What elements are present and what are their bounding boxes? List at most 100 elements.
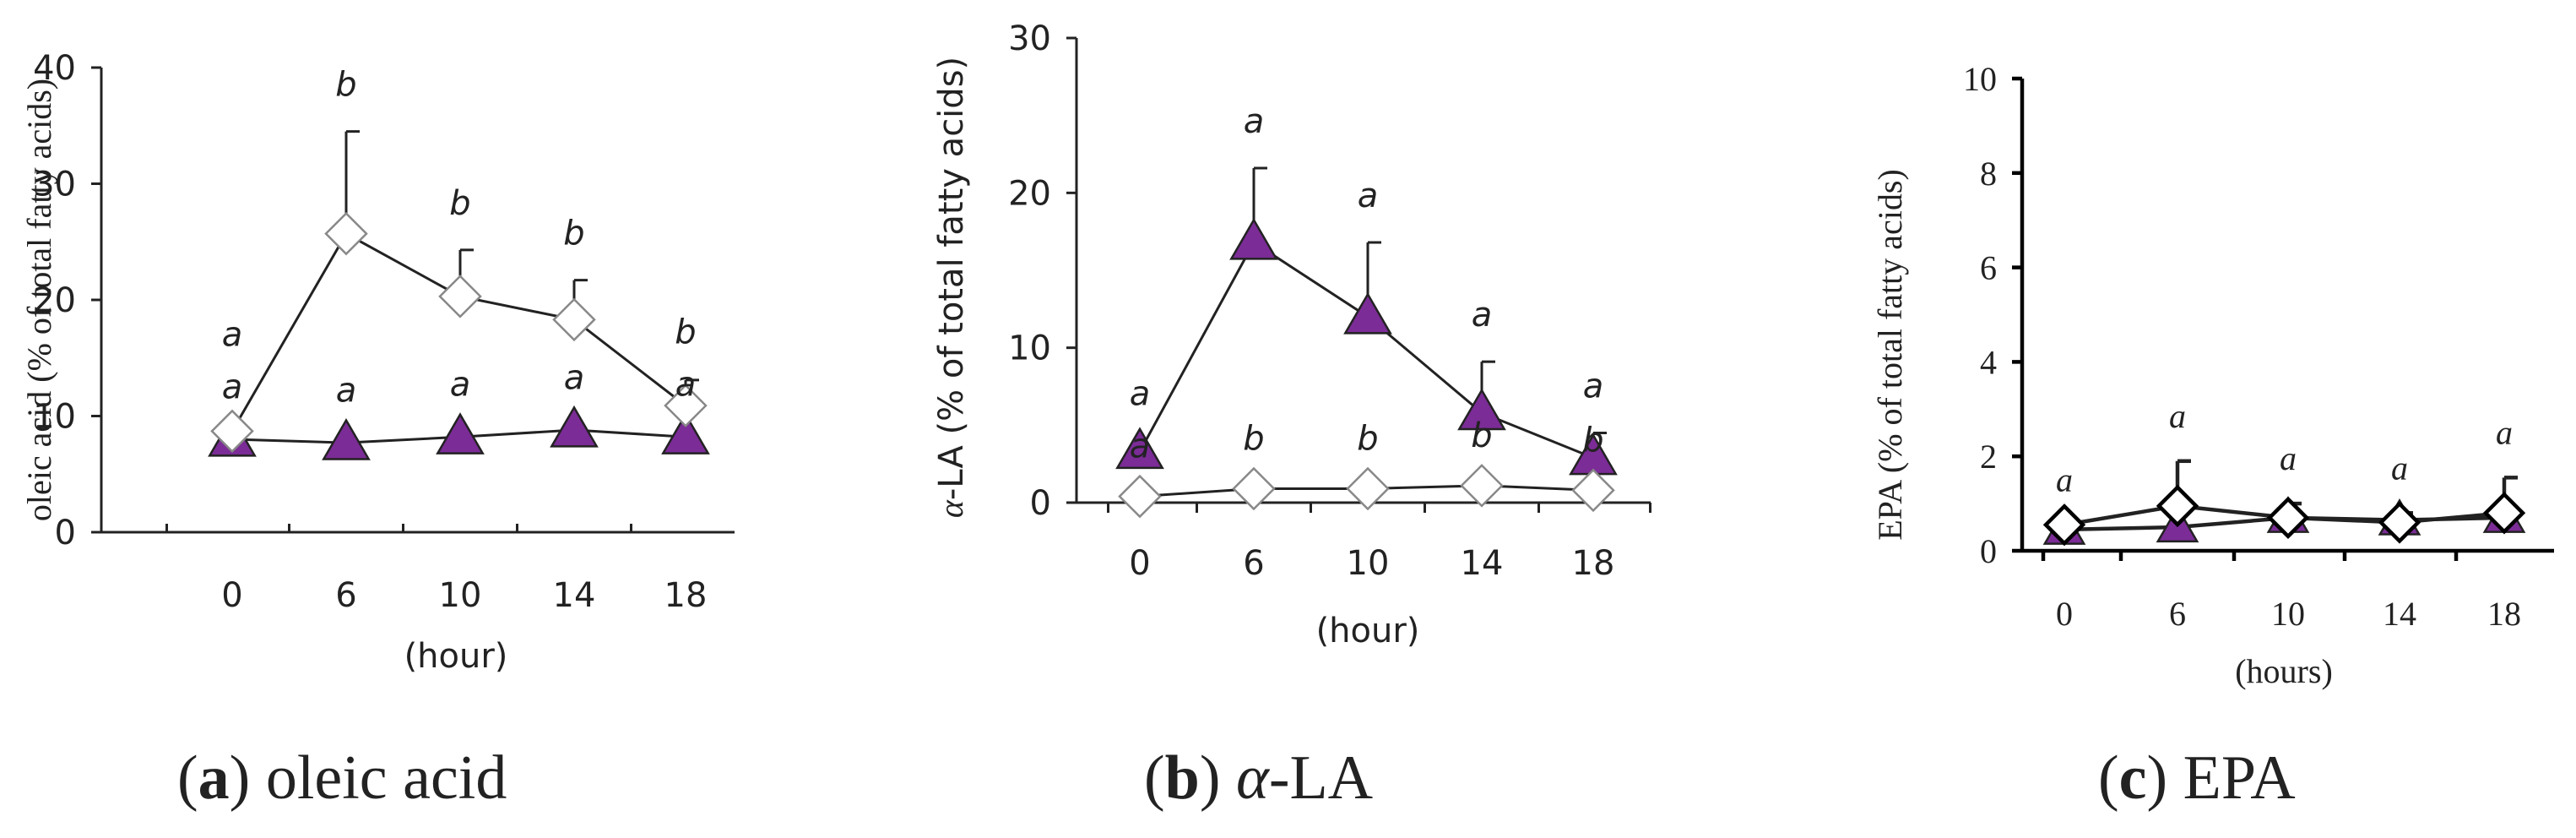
- significance-letter-triangle: a: [1472, 296, 1493, 335]
- x-tick-label: 10: [2271, 595, 2305, 633]
- panel-caption: (c) EPA: [2098, 743, 2296, 813]
- y-tick-label: 10: [33, 398, 76, 437]
- triangle-marker: [1115, 427, 1164, 470]
- y-tick-label: 0: [1980, 532, 1997, 570]
- x-tick-label: 18: [664, 576, 708, 615]
- diamond-marker: [324, 211, 368, 256]
- caption-letter: c: [2119, 743, 2147, 813]
- caption-paren-close: ): [2147, 743, 2168, 813]
- y-tick-label: 30: [33, 166, 76, 204]
- x-tick-label: 0: [221, 576, 242, 615]
- diamond-marker: [1460, 464, 1504, 508]
- y-tick-label: 2: [1980, 438, 1997, 476]
- y-tick-label: 10: [1963, 60, 1997, 98]
- significance-letter-diamond: b: [1357, 420, 1378, 459]
- y-tick-label: 0: [55, 514, 76, 552]
- x-axis-label: (hours): [2235, 652, 2333, 690]
- caption-text: EPA: [2167, 743, 2296, 813]
- diamond-marker: [210, 409, 254, 454]
- significance-letter-diamond: b: [1243, 420, 1264, 459]
- caption-paren-close: ): [230, 743, 251, 813]
- x-axis-label: (hour): [1316, 612, 1420, 650]
- significance-letter-diamond: b: [335, 66, 356, 105]
- significance-letter-triangle: a: [1358, 177, 1379, 215]
- significance-letter: a: [2169, 397, 2186, 435]
- panel-caption: (b) α-LA: [1144, 743, 1373, 813]
- y-tick-label: 40: [33, 49, 76, 88]
- caption-paren-close: ): [1200, 743, 1221, 813]
- y-tick-label: 4: [1980, 343, 1997, 381]
- x-tick-label: 6: [335, 576, 356, 615]
- x-tick-label: 14: [1461, 544, 1504, 583]
- diamond-marker: [664, 384, 708, 427]
- panel-c-epa: 0 2 4 6 8 10 0 6 10 14 18 (hours) EPA (% of total fa…: [1871, 60, 2554, 813]
- caption-letter: b: [1165, 743, 1200, 813]
- y-tick-label: 8: [1980, 155, 1997, 193]
- significance-letter-triangle: a: [564, 358, 585, 397]
- y-tick-label: 20: [1008, 174, 1051, 213]
- diamond-marker: [552, 297, 596, 342]
- x-tick-label: 18: [1572, 544, 1615, 583]
- triangle-marker: [550, 405, 599, 448]
- y-axis-label-rest: -LA (% of total fatty acids): [932, 57, 971, 500]
- significance-letter: a: [2280, 439, 2297, 477]
- significance-letter-triangle: a: [1130, 375, 1151, 414]
- y-axis-label-italic: α: [932, 499, 970, 518]
- triangle-marker: [1343, 291, 1392, 335]
- significance-letter-diamond: b: [675, 313, 696, 352]
- significance-letter-triangle: a: [222, 367, 243, 406]
- significance-letter-diamond: b: [449, 184, 470, 223]
- x-tick-label: 18: [2487, 595, 2521, 633]
- panel-a-oleic-acid: 0 10 20 30 40 0 6 10 14 18 (hour) oleic acid (% of …: [20, 49, 735, 813]
- triangle-marker: [322, 417, 371, 460]
- y-axis-label: α-LA (% of total fatty acids): [932, 57, 971, 518]
- significance-letter-diamond: b: [563, 215, 584, 253]
- triangle-marker: [436, 412, 485, 454]
- triangle-marker: [1457, 388, 1506, 431]
- y-tick-label: 6: [1980, 249, 1997, 287]
- caption-italic: α: [1236, 743, 1271, 813]
- significance-letter-triangle: a: [450, 366, 471, 405]
- diamond-marker: [1232, 466, 1276, 511]
- x-tick-label: 14: [553, 576, 596, 615]
- x-tick-label: 6: [1243, 544, 1264, 583]
- diamond-marker: [2042, 503, 2086, 547]
- diamond-marker: [2482, 492, 2526, 535]
- y-tick-label: 0: [1030, 484, 1051, 523]
- caption-paren-open: (: [1144, 743, 1165, 813]
- significance-letter-triangle: a: [1583, 367, 1604, 406]
- triangle-marker: [1229, 217, 1278, 260]
- x-tick-label: 14: [2383, 595, 2416, 633]
- x-tick-label: 0: [2056, 595, 2073, 633]
- diamond-marker: [438, 275, 482, 318]
- significance-letter-triangle: a: [675, 366, 697, 405]
- caption-paren-open: (: [177, 743, 198, 813]
- diamond-marker: [1571, 468, 1615, 513]
- caption-space: [1220, 743, 1236, 813]
- diamond-marker: [1346, 466, 1390, 511]
- significance-letter: a: [2056, 460, 2073, 498]
- y-axis-label: oleic acid (% of total fatty acids): [20, 79, 58, 521]
- significance-letter: a: [2496, 413, 2513, 451]
- significance-letter-triangle: a: [1244, 102, 1265, 141]
- x-tick-label: 10: [1347, 544, 1390, 583]
- diamond-marker: [1118, 474, 1162, 519]
- x-tick-label: 10: [439, 576, 482, 615]
- significance-letter-diamond: a: [222, 315, 243, 354]
- y-tick-label: 30: [1008, 19, 1051, 58]
- significance-letter: a: [2391, 449, 2408, 487]
- diamond-marker: [2378, 501, 2421, 544]
- x-axis-label: (hour): [404, 637, 508, 676]
- triangle-marker: [661, 412, 710, 454]
- y-tick-label: 20: [33, 281, 76, 320]
- panel-caption: (a) oleic acid: [177, 743, 507, 813]
- x-tick-label: 0: [1129, 544, 1150, 583]
- caption-text: -LA: [1269, 743, 1373, 813]
- diamond-marker: [2156, 484, 2199, 528]
- diamond-marker: [2266, 496, 2310, 540]
- significance-letter-diamond: b: [1582, 421, 1603, 460]
- x-tick-label: 6: [2169, 595, 2186, 633]
- y-axis-label: EPA (% of total fatty acids): [1871, 169, 1909, 541]
